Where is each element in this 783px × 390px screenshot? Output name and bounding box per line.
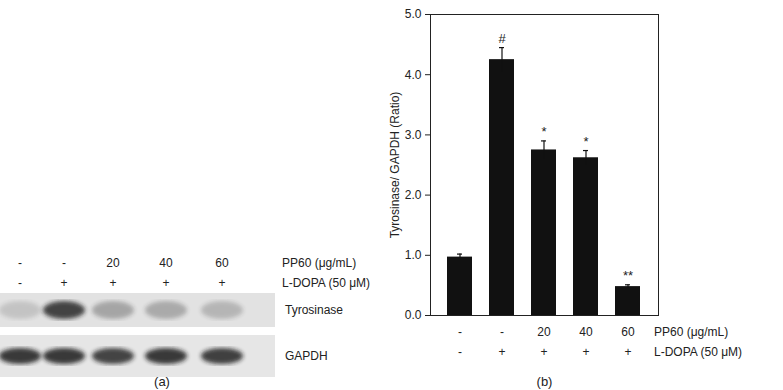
- svg-text:+: +: [624, 345, 631, 359]
- svg-text:PP60 (μg/mL): PP60 (μg/mL): [282, 256, 356, 270]
- svg-text:L-DOPA (50 μM): L-DOPA (50 μM): [282, 276, 370, 290]
- svg-text:(a): (a): [154, 374, 170, 389]
- svg-text:PP60 (μg/mL): PP60 (μg/mL): [654, 325, 728, 339]
- svg-text:**: **: [623, 268, 633, 283]
- svg-text:20: 20: [537, 325, 551, 339]
- svg-text:+: +: [498, 345, 505, 359]
- svg-text:GAPDH: GAPDH: [285, 349, 328, 363]
- svg-text:5.0: 5.0: [405, 7, 422, 21]
- svg-text:0.0: 0.0: [405, 308, 422, 322]
- svg-text:60: 60: [621, 325, 635, 339]
- svg-text:Tyrosinase/ GAPDH (Ratio): Tyrosinase/ GAPDH (Ratio): [388, 92, 402, 239]
- svg-text:-: -: [18, 256, 22, 270]
- svg-text:4.0: 4.0: [405, 68, 422, 82]
- svg-text:Tyrosinase: Tyrosinase: [285, 303, 343, 317]
- svg-text:*: *: [541, 124, 546, 139]
- svg-text:-: -: [458, 325, 462, 339]
- svg-text:1.0: 1.0: [405, 248, 422, 262]
- svg-text:*: *: [583, 134, 588, 149]
- svg-text:-: -: [62, 256, 66, 270]
- svg-text:+: +: [540, 345, 547, 359]
- svg-text:+: +: [60, 276, 67, 290]
- svg-text:+: +: [218, 276, 225, 290]
- svg-text:60: 60: [215, 256, 229, 270]
- svg-text:-: -: [500, 325, 504, 339]
- svg-text:#: #: [498, 31, 506, 46]
- svg-text:40: 40: [159, 256, 173, 270]
- svg-text:2.0: 2.0: [405, 188, 422, 202]
- svg-text:-: -: [18, 276, 22, 290]
- svg-text:+: +: [162, 276, 169, 290]
- svg-text:20: 20: [106, 256, 120, 270]
- svg-text:+: +: [109, 276, 116, 290]
- svg-text:-: -: [458, 345, 462, 359]
- svg-text:L-DOPA (50 μM): L-DOPA (50 μM): [654, 345, 742, 359]
- svg-text:+: +: [582, 345, 589, 359]
- svg-text:(b): (b): [537, 374, 553, 389]
- svg-text:3.0: 3.0: [405, 128, 422, 142]
- svg-text:40: 40: [579, 325, 593, 339]
